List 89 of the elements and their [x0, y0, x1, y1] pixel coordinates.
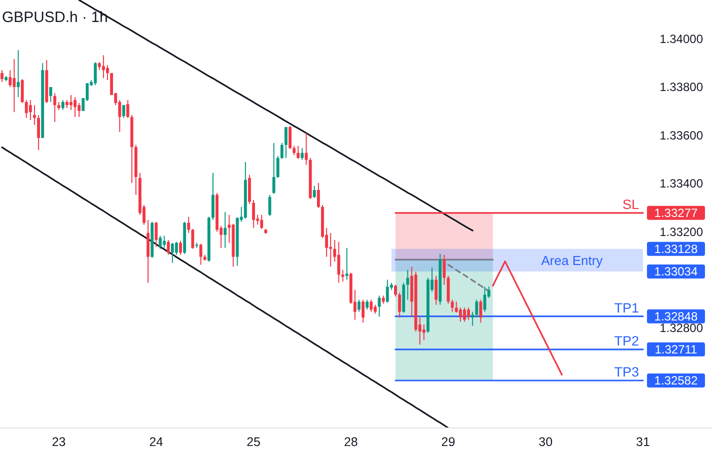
- line-series: [1, 146, 450, 428]
- candlestick: [458, 307, 462, 322]
- candlestick: [450, 299, 454, 312]
- candlestick: [386, 279, 389, 304]
- x-tick-label: 31: [636, 435, 650, 449]
- candlestick: [212, 172, 214, 220]
- candlestick: [284, 126, 288, 158]
- legend-label: SL: [622, 196, 640, 212]
- candlestick: [345, 247, 348, 280]
- candlestick: [454, 301, 458, 314]
- candlestick: [162, 235, 166, 248]
- candlestick: [33, 104, 36, 126]
- candlestick: [37, 114, 40, 150]
- candlestick: [260, 214, 264, 230]
- candlestick: [8, 70, 12, 88]
- candlestick: [106, 64, 109, 81]
- candlestick: [296, 145, 300, 160]
- candlestick: [187, 216, 190, 234]
- y-tick-label: 1.33200: [660, 224, 704, 239]
- candlestick: [406, 269, 410, 300]
- candlestick: [442, 254, 446, 286]
- candlestick: [199, 243, 202, 266]
- candlestick: [316, 182, 320, 208]
- data-label: 1.32711: [654, 342, 698, 357]
- series-label: TP2: [614, 333, 639, 348]
- candlestick: [362, 299, 365, 324]
- x-tick-label: 24: [149, 435, 164, 449]
- candlestick: [20, 78, 24, 104]
- candlestick: [479, 299, 482, 324]
- candlestick: [0, 70, 4, 82]
- candlestick: [94, 62, 97, 86]
- candlestick: [170, 242, 174, 264]
- candlestick: [378, 295, 381, 318]
- data-label: 1.32582: [654, 374, 698, 388]
- x-tick-label: 30: [538, 435, 553, 449]
- y-tick-label: 1.32800: [660, 321, 704, 336]
- candlestick: [102, 54, 105, 79]
- candlestick: [280, 142, 284, 160]
- candlestick: [175, 241, 178, 256]
- candlestick: [74, 96, 77, 118]
- candlestick: [312, 185, 316, 198]
- x-tick-label: 23: [52, 435, 66, 449]
- candlestick: [28, 100, 32, 121]
- candlestick: [248, 174, 251, 204]
- candlestick: [224, 211, 227, 248]
- candlestick: [341, 269, 344, 282]
- data-label: 1.33277: [654, 206, 698, 220]
- line-series: [78, 0, 474, 232]
- candlestick: [467, 307, 470, 320]
- annotation: 1.33034: [654, 264, 698, 279]
- candlestick: [154, 221, 158, 248]
- x-tick-label: 25: [246, 435, 261, 449]
- candlestick: [370, 299, 373, 312]
- candlestick: [70, 94, 72, 110]
- candlestick: [475, 299, 478, 318]
- y-tick-label: 1.33400: [660, 176, 704, 191]
- candlestick: [398, 292, 402, 318]
- candlestick: [358, 299, 360, 312]
- candlestick: [191, 228, 194, 250]
- candlestick: [61, 100, 64, 110]
- candlestick: [471, 311, 474, 326]
- candlestick: [49, 86, 52, 102]
- candlestick: [329, 232, 332, 268]
- candlestick: [394, 284, 397, 298]
- candlestick: [166, 239, 170, 256]
- candlestick: [24, 100, 28, 118]
- candlestick: [434, 275, 438, 306]
- data-label: 1.32848: [654, 310, 698, 324]
- y-tick-label: 1.34000: [660, 32, 704, 46]
- candlestick: [12, 58, 16, 113]
- series-label: TP3: [614, 364, 639, 380]
- candlestick: [146, 219, 150, 284]
- candlestick: [179, 240, 182, 256]
- legend-label: Area Entry: [541, 253, 604, 268]
- x-tick-label: 29: [441, 435, 456, 449]
- candlestick: [252, 199, 255, 228]
- candlestick: [288, 126, 292, 150]
- annotation: 1.33128: [654, 242, 698, 256]
- candlestick: [292, 145, 296, 156]
- candlestick: [272, 142, 276, 194]
- candlestick: [78, 102, 81, 118]
- series-label: TP1: [614, 300, 639, 316]
- candlestick: [422, 324, 426, 340]
- candlestick: [463, 307, 466, 322]
- candlestick: [366, 299, 369, 310]
- x-tick-label: 28: [344, 435, 358, 449]
- candlestick: [276, 156, 280, 178]
- y-tick-label: 1.33800: [660, 80, 704, 94]
- y-tick-label: 1.33600: [660, 128, 704, 142]
